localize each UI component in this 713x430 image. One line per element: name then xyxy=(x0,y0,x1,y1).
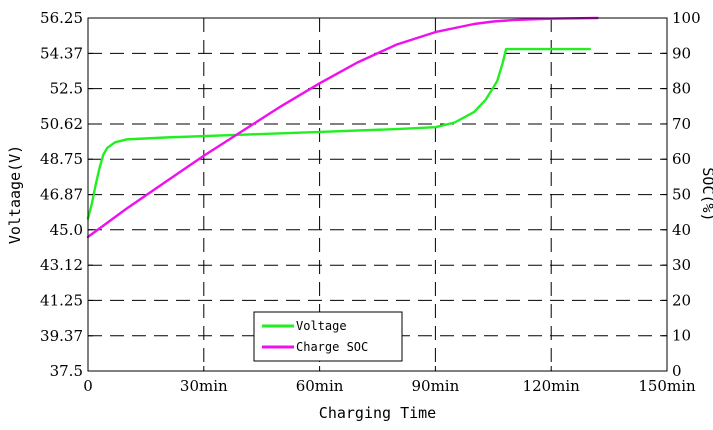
y2-tick-label: 50 xyxy=(672,186,691,204)
x-tick-label: 90min xyxy=(412,377,460,395)
y-tick-label: 39.37 xyxy=(40,327,83,345)
y-tick-label: 46.87 xyxy=(40,186,83,204)
series-line-voltage xyxy=(86,47,591,220)
y-axis-right-label: SOC(%) xyxy=(699,167,713,221)
y-tick-label: 41.25 xyxy=(40,291,83,309)
x-tick-label: 60min xyxy=(296,377,344,395)
x-tick-label: 120min xyxy=(523,377,581,395)
series-lines xyxy=(86,16,599,239)
x-tick-label: 150min xyxy=(638,377,696,395)
y-tick-label: 43.12 xyxy=(40,256,83,274)
legend-label-voltage: Voltage xyxy=(296,319,347,333)
x-tick-label: 0 xyxy=(83,377,93,395)
y2-tick-label: 90 xyxy=(672,44,691,62)
y-axis-right-ticks: 0 10 20 30 40 50 60 70 80 90 100 xyxy=(662,9,701,380)
y-tick-label: 52.5 xyxy=(50,80,83,98)
y2-tick-label: 100 xyxy=(672,9,701,27)
y-tick-label: 48.75 xyxy=(40,150,83,168)
y-axis-left-label: Voltaage(V) xyxy=(6,145,24,244)
y2-tick-label: 40 xyxy=(672,221,691,239)
y2-tick-label: 70 xyxy=(672,115,691,133)
x-axis-ticks: 0 30min 60min 90min 120min 150min xyxy=(83,366,696,395)
y-tick-label: 50.62 xyxy=(40,115,83,133)
y-tick-label: 45.0 xyxy=(50,221,83,239)
x-tick-label: 30min xyxy=(180,377,228,395)
y2-tick-label: 30 xyxy=(672,256,691,274)
y2-tick-label: 10 xyxy=(672,327,691,345)
y-tick-label: 37.5 xyxy=(50,362,83,380)
grid-lines xyxy=(88,18,667,371)
y-tick-label: 54.37 xyxy=(40,44,83,62)
x-axis-label: Charging Time xyxy=(319,404,436,422)
legend: Voltage Charge SOC xyxy=(253,311,403,362)
legend-label-charge-soc: Charge SOC xyxy=(296,340,368,354)
y2-tick-label: 20 xyxy=(672,291,691,309)
series-line-charge-soc xyxy=(86,16,599,239)
y2-tick-label: 60 xyxy=(672,150,691,168)
y2-tick-label: 80 xyxy=(672,80,691,98)
y-tick-label: 56.25 xyxy=(40,9,83,27)
y2-tick-label: 0 xyxy=(672,362,682,380)
legend-box xyxy=(253,311,403,362)
y-axis-left-ticks: 37.5 39.37 41.25 43.12 45.0 46.87 48.75 50.62 52… xyxy=(40,9,93,380)
